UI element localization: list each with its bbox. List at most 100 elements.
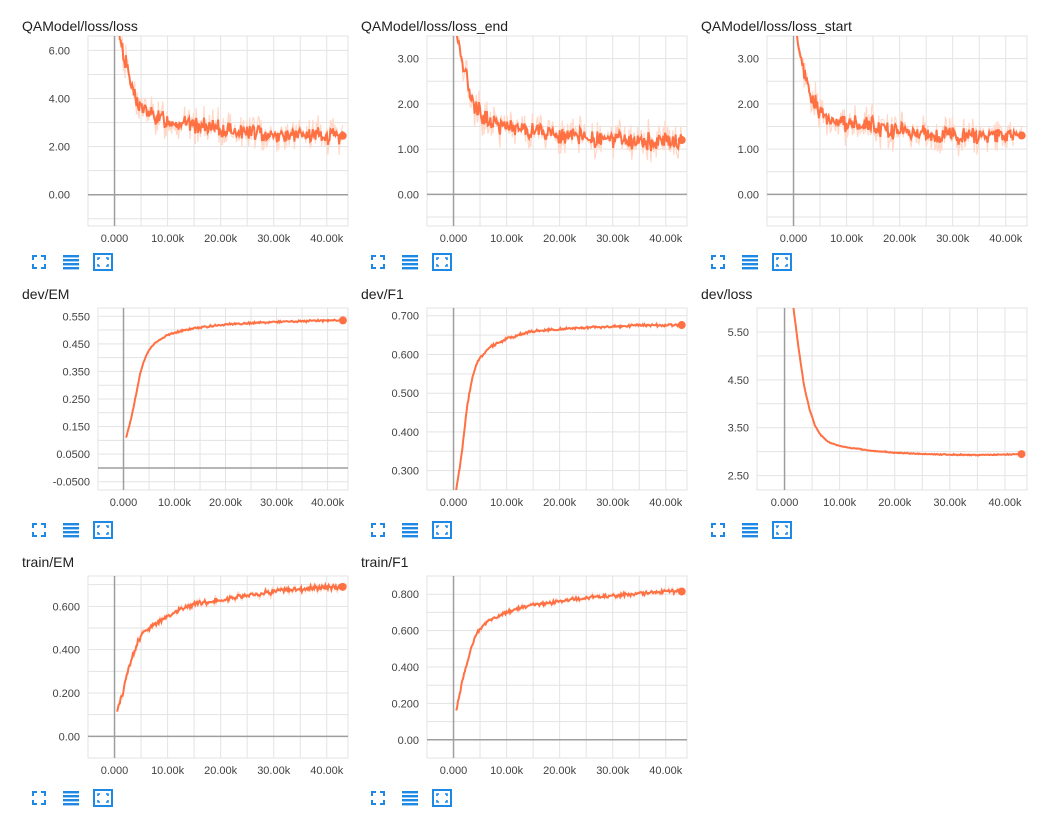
fullscreen-button[interactable] [28, 788, 50, 808]
fit-domain-icon [772, 253, 792, 271]
x-tick-label: 0.000 [440, 497, 468, 509]
fit-domain-button[interactable] [92, 520, 114, 540]
fullscreen-button[interactable] [367, 252, 389, 272]
fullscreen-button[interactable] [28, 520, 50, 540]
fullscreen-icon [371, 523, 385, 537]
fullscreen-icon [711, 255, 725, 269]
x-tick-label: 10.00k [151, 233, 185, 245]
y-tick-label: 2.00 [738, 99, 759, 111]
y-tick-label: 2.50 [728, 471, 749, 483]
toggle-log-scale-button[interactable] [399, 788, 421, 808]
series-end-point [1017, 131, 1026, 140]
toggle-log-scale-button[interactable] [399, 252, 421, 272]
x-tick-label: 10.00k [151, 765, 185, 777]
fullscreen-button[interactable] [707, 252, 729, 272]
x-tick-label: 10.00k [490, 497, 524, 509]
y-tick-label: 0.0500 [56, 449, 90, 461]
x-tick-label: 40.00k [311, 497, 345, 509]
list-icon [742, 523, 758, 538]
fit-domain-button[interactable] [92, 788, 114, 808]
x-tick-label: 0.000 [440, 233, 468, 245]
series-line [455, 322, 683, 490]
y-tick-label: 5.50 [728, 327, 749, 339]
series-end-point [338, 316, 347, 325]
y-tick-label: 0.400 [391, 427, 419, 439]
chart-plot: -0.0500 0.0500 0.150 0.250 0.350 0.450 0.550 0.… [53, 307, 349, 509]
list-icon [402, 523, 418, 538]
fit-domain-icon [93, 789, 113, 807]
toggle-log-scale-button[interactable] [399, 520, 421, 540]
y-tick-label: 0.00 [398, 735, 419, 747]
toggle-log-scale-button[interactable] [60, 788, 82, 808]
fit-domain-button[interactable] [92, 252, 114, 272]
fullscreen-button[interactable] [28, 252, 50, 272]
y-tick-label: 0.450 [62, 339, 90, 351]
series-line [125, 318, 344, 438]
y-tick-label: 0.00 [398, 189, 419, 201]
chart-title: QAModel/loss/loss_start [701, 18, 852, 34]
chart-card-dev-loss: dev/loss 2.50 3.50 4.50 5.50 0.000 10.00k 20.0… [697, 276, 1037, 540]
fit-domain-button[interactable] [771, 520, 793, 540]
x-tick-label: 20.00k [209, 497, 243, 509]
toggle-log-scale-button[interactable] [739, 520, 761, 540]
y-tick-label: 3.50 [728, 423, 749, 435]
series-line [792, 308, 1022, 457]
fit-domain-button[interactable] [431, 252, 453, 272]
x-tick-label: 0.000 [101, 233, 129, 245]
chart-title: dev/F1 [361, 286, 404, 302]
chart-card-qamodel-loss-end: QAModel/loss/loss_end 0.00 1.00 2.00 3.00 0.… [357, 8, 697, 272]
chart-plot: 0.00 2.00 4.00 6.00 0.000 10.00k 20.00k 30.00k 4… [49, 35, 349, 245]
x-tick-label: 40.00k [988, 497, 1022, 509]
chart-title: train/F1 [361, 554, 409, 570]
x-tick-label: 0.000 [101, 765, 129, 777]
x-tick-label: 20.00k [204, 233, 238, 245]
chart-plot: 0.00 0.200 0.400 0.600 0.800 0.000 10.00k 20.00… [391, 575, 688, 777]
y-tick-label: 2.00 [398, 99, 419, 111]
toggle-log-scale-button[interactable] [60, 252, 82, 272]
plot-frame [87, 35, 349, 227]
y-tick-label: 3.00 [738, 54, 759, 66]
fullscreen-button[interactable] [367, 520, 389, 540]
y-tick-label: 4.00 [49, 94, 70, 106]
y-tick-label: 0.200 [52, 688, 80, 700]
y-tick-label: 0.200 [391, 698, 419, 710]
fullscreen-icon [371, 255, 385, 269]
y-tick-label: 3.00 [398, 54, 419, 66]
fit-domain-button[interactable] [431, 520, 453, 540]
y-tick-label: 0.150 [62, 422, 90, 434]
fullscreen-button[interactable] [707, 520, 729, 540]
fullscreen-button[interactable] [367, 788, 389, 808]
x-tick-label: 0.000 [440, 765, 468, 777]
y-tick-label: 4.50 [728, 375, 749, 387]
y-tick-label: 0.550 [62, 311, 90, 323]
series-end-point [338, 131, 347, 140]
chart-plot: 2.50 3.50 4.50 5.50 0.000 10.00k 20.00k 30.00k 4… [728, 307, 1028, 509]
y-tick-label: 1.00 [398, 144, 419, 156]
fit-domain-button[interactable] [771, 252, 793, 272]
y-tick-label: 0.500 [391, 388, 419, 400]
x-tick-label: 40.00k [310, 233, 344, 245]
plot-frame [87, 575, 349, 759]
chart-plot: 0.300 0.400 0.500 0.600 0.700 0.000 10.00k 20.0… [391, 307, 688, 509]
toggle-log-scale-button[interactable] [739, 252, 761, 272]
series-group [796, 36, 1023, 157]
series-group [116, 581, 344, 712]
chart-title: QAModel/loss/loss_end [361, 18, 509, 34]
chart-title: QAModel/loss/loss [22, 18, 138, 34]
fit-domain-button[interactable] [431, 788, 453, 808]
list-icon [402, 255, 418, 270]
x-tick-label: 0.000 [771, 497, 799, 509]
list-icon [402, 791, 418, 806]
x-tick-label: 20.00k [883, 233, 917, 245]
toggle-log-scale-button[interactable] [60, 520, 82, 540]
y-tick-label: 0.600 [391, 626, 419, 638]
chart-card-dev-em: dev/EM -0.0500 0.0500 0.150 0.250 0.350 0.450… [18, 276, 358, 540]
x-tick-label: 10.00k [490, 765, 524, 777]
series-line [116, 581, 344, 712]
chart-card-dev-f1: dev/F1 0.300 0.400 0.500 0.600 0.700 0.000 10.… [357, 276, 697, 540]
x-tick-label: 0.000 [110, 497, 138, 509]
y-tick-label: 0.400 [391, 662, 419, 674]
chart-card-train-em: train/EM 0.00 0.200 0.400 0.600 0.000 10.00k 2… [18, 544, 358, 808]
series-group [455, 320, 683, 490]
x-tick-label: 10.00k [830, 233, 864, 245]
